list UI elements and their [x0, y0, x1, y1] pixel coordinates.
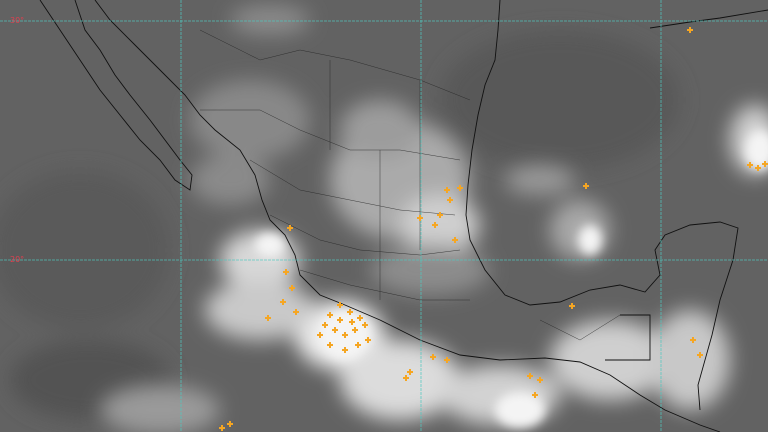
lightning-marker — [407, 369, 413, 375]
lightning-marker — [583, 183, 589, 189]
lightning-marker — [352, 327, 358, 333]
lightning-marker — [337, 302, 343, 308]
lightning-marker — [322, 322, 328, 328]
lightning-marker — [532, 392, 538, 398]
lightning-marker — [287, 225, 293, 231]
lightning-marker — [417, 215, 423, 221]
lightning-marker — [347, 309, 353, 315]
lightning-marker — [690, 337, 696, 343]
lightning-marker — [219, 425, 225, 431]
lightning-marker — [452, 237, 458, 243]
coastline — [39, 0, 768, 432]
lightning-marker — [265, 315, 271, 321]
lightning-marker — [293, 309, 299, 315]
lightning-marker — [365, 337, 371, 343]
lightning-marker — [327, 342, 333, 348]
lightning-marker — [437, 212, 443, 218]
lightning-marker — [280, 299, 286, 305]
lightning-marker — [317, 332, 323, 338]
lightning-marker — [403, 375, 409, 381]
lightning-marker — [537, 377, 543, 383]
lightning-marker — [755, 165, 761, 171]
lightning-marker — [697, 352, 703, 358]
state-borders — [199, 29, 621, 341]
lightning-marker — [762, 161, 768, 167]
lightning-marker — [447, 197, 453, 203]
lightning-marker — [332, 327, 338, 333]
lat-label-20: 20° — [10, 255, 25, 264]
lightning-marker — [342, 332, 348, 338]
lightning-marker — [432, 222, 438, 228]
lightning-marker — [687, 27, 693, 33]
lightning-marker — [444, 357, 450, 363]
lightning-marker — [362, 322, 368, 328]
lightning-marker — [747, 162, 753, 168]
lightning-marker — [289, 285, 295, 291]
lightning-marker — [357, 315, 363, 321]
lightning-marker — [327, 312, 333, 318]
ocean-dark-areas — [0, 30, 680, 420]
lightning-marker — [457, 185, 463, 191]
lightning-marker — [342, 347, 348, 353]
lightning-marker — [283, 269, 289, 275]
lightning-marker — [337, 317, 343, 323]
lightning-marker — [430, 354, 436, 360]
lightning-marker — [527, 373, 533, 379]
lightning-strikes — [219, 27, 768, 431]
lightning-marker — [227, 421, 233, 427]
lightning-marker — [355, 342, 361, 348]
lightning-marker — [444, 187, 450, 193]
lightning-marker — [569, 303, 575, 309]
lat-label-30: 30° — [10, 16, 25, 25]
lightning-marker — [349, 319, 355, 325]
